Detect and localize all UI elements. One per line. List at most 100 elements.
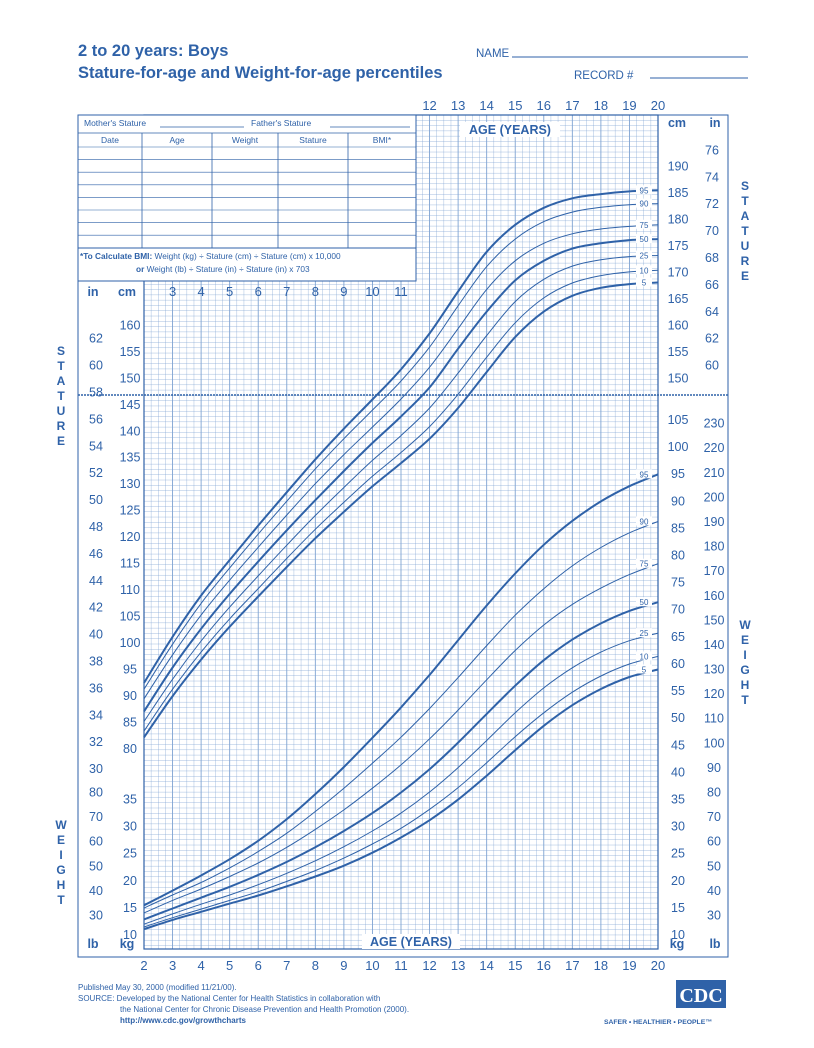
inner-age-label: 4 — [197, 284, 204, 299]
stature-cm-tick-left: 100 — [120, 636, 141, 650]
stature-cm-tick-right: 185 — [668, 186, 689, 200]
weight-lb-tick-right: 190 — [704, 515, 725, 529]
inner-age-label: 9 — [340, 284, 347, 299]
weight-kg-tick-right: 60 — [671, 657, 685, 671]
table-column-header: Stature — [299, 135, 327, 145]
unit-in-left: in — [87, 285, 98, 299]
weight-percentile-90-label: 90 — [640, 517, 649, 526]
weight-kg-tick-left: 35 — [123, 792, 137, 806]
unit-cm-right: cm — [668, 116, 686, 130]
weight-lb-tick-right: 30 — [707, 908, 721, 922]
weight-percentile-label-bg — [636, 597, 652, 607]
weight-kg-tick-right: 105 — [668, 413, 689, 427]
stature-percentile-25-line — [143, 255, 659, 722]
stature-cm-tick-right: 190 — [668, 159, 689, 173]
weight-kg-tick-right: 15 — [671, 901, 685, 915]
bmi-note-imperial: Weight (lb) ÷ Stature (in) ÷ Stature (in… — [147, 264, 310, 274]
record-table-header: Date Age Weight Stature BMI* — [78, 132, 416, 145]
weight-percentile-label-bg — [636, 469, 652, 479]
stature-cm-tick-left: 80 — [123, 742, 137, 756]
stature-in-tick-left: 40 — [89, 628, 103, 642]
bmi-note-or: or — [136, 264, 145, 274]
bottom-age-label: 10 — [365, 958, 379, 973]
stature-side-letter-right: U — [741, 239, 750, 253]
cdc-tagline: SAFER • HEALTHIER • PEOPLE™ — [604, 1019, 712, 1026]
stature-percentile-label-bg — [636, 234, 652, 244]
stature-cm-tick-left: 90 — [123, 689, 137, 703]
stature-in-tick-right: 76 — [705, 143, 719, 157]
stature-in-tick-left: 36 — [89, 681, 103, 695]
mothers-stature-label: Mother's Stature — [84, 118, 146, 128]
inner-age-label: 10 — [365, 284, 379, 299]
weight-kg-tick-right: 75 — [671, 576, 685, 590]
stature-in-tick-right: 62 — [705, 332, 719, 346]
stature-cm-tick-left: 125 — [120, 504, 141, 518]
weight-percentile-5-line — [143, 668, 659, 931]
stature-side-letter-right: T — [741, 194, 749, 208]
stature-percentile-25-label: 25 — [640, 252, 649, 261]
stature-in-tick-right: 64 — [705, 305, 719, 319]
weight-percentile-90-line — [143, 521, 659, 909]
unit-lb-right: lb — [709, 937, 720, 951]
bottom-age-label: 15 — [508, 958, 522, 973]
weight-kg-tick-left: 20 — [123, 874, 137, 888]
stature-cm-tick-left: 155 — [120, 345, 141, 359]
weight-lb-tick-right: 150 — [704, 613, 725, 627]
weight-percentile-25-line — [143, 632, 659, 925]
weight-lb-tick-right: 200 — [704, 490, 725, 504]
stature-in-tick-left: 62 — [89, 332, 103, 346]
top-age-label: 14 — [479, 98, 493, 113]
weight-side-letter-left: W — [55, 818, 67, 832]
stature-cm-tick-right: 155 — [668, 345, 689, 359]
bottom-age-label: 9 — [340, 958, 347, 973]
table-column-header: BMI* — [373, 135, 392, 145]
bmi-note-line2: or Weight (lb) ÷ Stature (in) ÷ Stature … — [136, 264, 310, 274]
stature-in-tick-left: 52 — [89, 466, 103, 480]
source-url[interactable]: http://www.cdc.gov/growthcharts — [120, 1016, 246, 1025]
weight-side-letter-right: I — [743, 648, 746, 662]
stature-side-letter-left: A — [57, 374, 66, 388]
stature-in-tick-left: 50 — [89, 493, 103, 507]
footer: Published May 30, 2000 (modified 11/21/0… — [78, 980, 726, 1026]
stature-cm-tick-right: 160 — [668, 318, 689, 332]
weight-percentile-50-line — [143, 601, 659, 921]
weight-kg-tick-right: 80 — [671, 549, 685, 563]
weight-percentile-75-line — [143, 563, 659, 914]
weight-lb-tick-right: 60 — [707, 835, 721, 849]
weight-kg-tick-left: 30 — [123, 820, 137, 834]
weight-lb-tick-right: 180 — [704, 540, 725, 554]
weight-kg-tick-right: 10 — [671, 928, 685, 942]
cdc-logo-text: CDC — [679, 985, 722, 1007]
stature-cm-tick-right: 175 — [668, 239, 689, 253]
stature-in-tick-left: 32 — [89, 735, 103, 749]
stature-in-tick-left: 38 — [89, 655, 103, 669]
stature-cm-tick-left: 160 — [120, 318, 141, 332]
weight-kg-tick-left: 25 — [123, 847, 137, 861]
weight-kg-tick-right: 25 — [671, 847, 685, 861]
weight-kg-tick-right: 100 — [668, 440, 689, 454]
weight-lb-tick-right: 140 — [704, 638, 725, 652]
stature-in-tick-left: 60 — [89, 359, 103, 373]
stature-cm-tick-right: 180 — [668, 212, 689, 226]
published-note: Published May 30, 2000 (modified 11/21/0… — [78, 983, 237, 992]
cdc-logo: CDC — [676, 980, 726, 1008]
stature-cm-tick-left: 150 — [120, 371, 141, 385]
bottom-age-label: 16 — [537, 958, 551, 973]
stature-in-tick-left: 42 — [89, 601, 103, 615]
bottom-age-label: 19 — [622, 958, 636, 973]
unit-lb-left: lb — [87, 937, 98, 951]
bottom-age-label: 6 — [255, 958, 262, 973]
source-line-2: the National Center for Chronic Disease … — [120, 1005, 409, 1014]
axis-title-bg — [460, 122, 560, 137]
stature-in-tick-right: 72 — [705, 197, 719, 211]
stature-percentile-5-line — [143, 281, 659, 738]
weight-kg-tick-left: 10 — [123, 928, 137, 942]
stature-percentile-label-bg — [636, 277, 652, 287]
weight-side-letter-left: H — [57, 878, 66, 892]
header: 2 to 20 years: Boys Stature-for-age and … — [78, 42, 748, 82]
stature-in-tick-left: 44 — [89, 574, 103, 588]
stature-side-letter-left: T — [57, 359, 65, 373]
stature-in-tick-right: 60 — [705, 359, 719, 373]
stature-cm-tick-right: 150 — [668, 371, 689, 385]
bottom-age-label: 20 — [651, 958, 665, 973]
